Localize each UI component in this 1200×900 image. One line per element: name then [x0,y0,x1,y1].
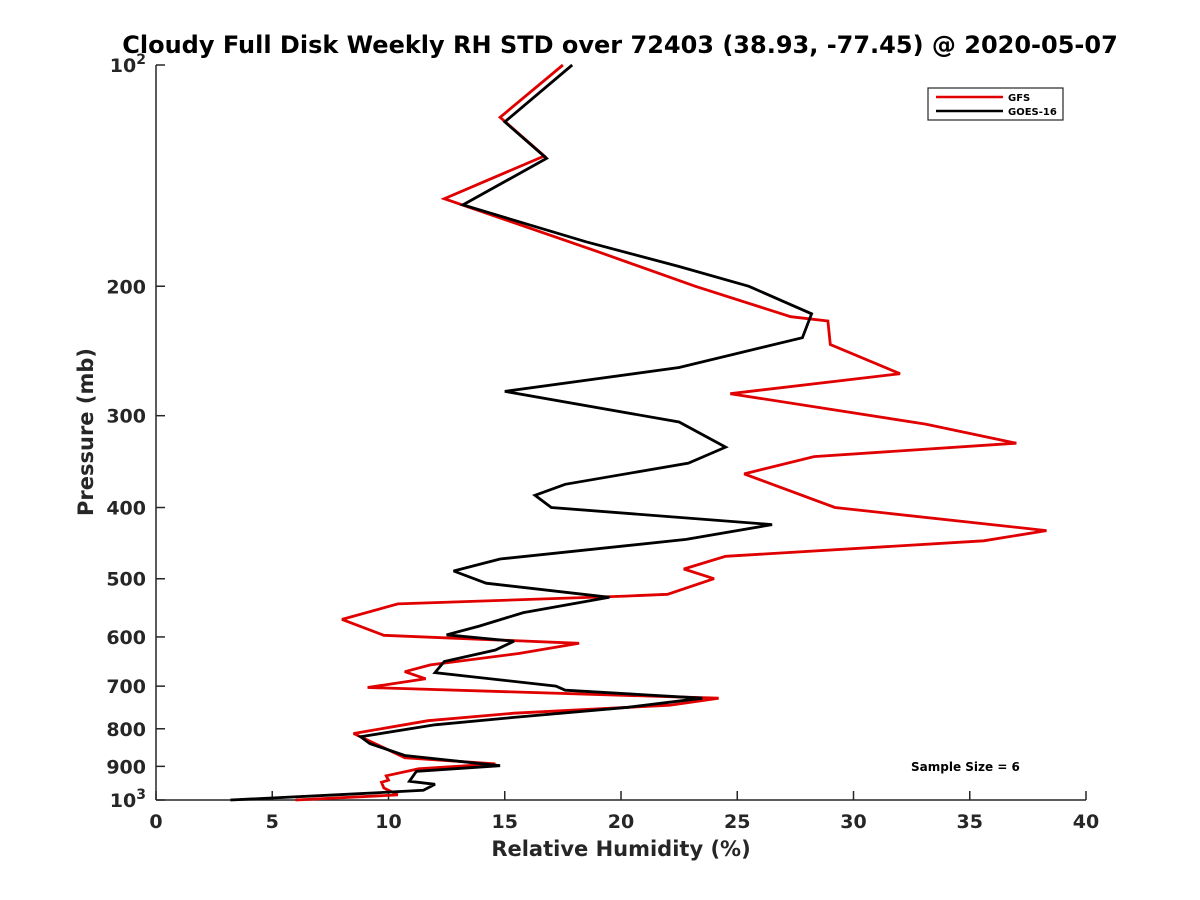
series-line-gfs [295,63,1047,802]
series-line-goes16 [230,63,814,802]
chart-title: Cloudy Full Disk Weekly RH STD over 7240… [122,31,1118,59]
y-tick-label: 500 [106,569,146,591]
y-tick-label-exponent: 2 [136,52,146,68]
y-tick-label: 600 [106,627,146,649]
y-tick-label: 400 [106,498,146,520]
plot-frame [155,65,1086,801]
y-tick-label-base: 600 [106,627,146,649]
y-tick-label: 200 [106,276,146,298]
x-axis-label: Relative Humidity (%) [491,837,750,861]
y-tick-label-base: 10 [110,55,136,77]
y-tick-label-base: 800 [106,719,146,741]
x-tick-label: 25 [724,811,750,833]
x-tick-label: 20 [608,811,634,833]
legend: GFS GOES-16 [927,87,1064,121]
y-tick-label: 900 [106,756,146,778]
x-tick-label: 40 [1073,811,1099,833]
x-tick-label: 15 [492,811,518,833]
y-tick-label-base: 700 [106,676,146,698]
y-tick-label-exponent: 3 [136,787,146,803]
y-tick-label: 700 [106,676,146,698]
y-tick-label: 103 [110,787,146,812]
y-tick-label-base: 900 [106,756,146,778]
x-tick-label: 0 [149,811,162,833]
y-tick-label: 102 [110,52,146,77]
y-tick-label: 300 [106,406,146,428]
legend-box [927,87,1064,121]
y-tick-label-base: 10 [110,790,136,812]
y-tick-label-base: 500 [106,569,146,591]
legend-label-goes16: GOES-16 [1008,107,1057,118]
y-tick-label-base: 300 [106,406,146,428]
legend-label-gfs: GFS [1008,93,1030,104]
x-tick-label: 10 [375,811,401,833]
x-tick-label: 30 [840,811,866,833]
x-axis-ticks: 0 5 10 15 20 25 30 35 40 [149,791,1099,833]
sample-size-annotation: Sample Size = 6 [911,760,1020,774]
y-tick-label: 800 [106,719,146,741]
y-tick-label-base: 400 [106,498,146,520]
x-tick-label: 35 [957,811,983,833]
y-axis-label: Pressure (mb) [74,348,98,516]
x-tick-label: 5 [266,811,279,833]
series-layer [230,63,1047,802]
y-tick-label-base: 200 [106,276,146,298]
